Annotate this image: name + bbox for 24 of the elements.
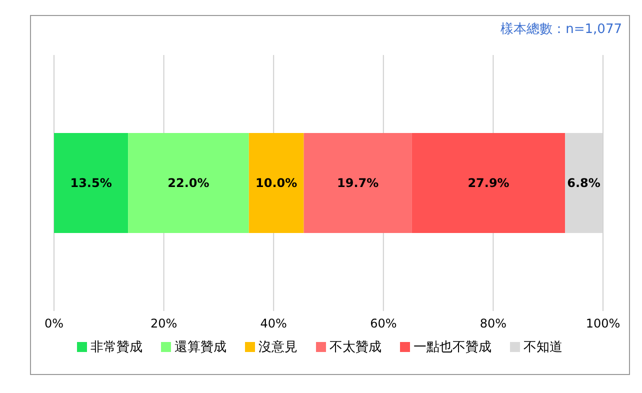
bar — [54, 133, 128, 233]
legend-label: 非常贊成 — [90, 340, 142, 355]
legend-label: 不太贊成 — [330, 340, 382, 355]
x-tick-label: 20% — [150, 316, 178, 331]
legend-label: 一點也不贊成 — [414, 340, 492, 355]
legend-label: 沒意見 — [258, 340, 298, 355]
legend-label: 還算贊成 — [174, 340, 226, 355]
x-tick-label: 100% — [586, 316, 620, 331]
x-tick-label: 40% — [260, 316, 287, 331]
data-label: 6.8% — [567, 176, 600, 190]
x-tick-label: 0% — [44, 316, 64, 331]
bar — [128, 133, 249, 233]
data-label: 27.9% — [468, 176, 510, 190]
data-label: 22.0% — [168, 176, 210, 190]
bar — [412, 133, 566, 233]
bar — [304, 133, 412, 233]
data-label: 19.7% — [337, 176, 379, 190]
data-label: 13.5% — [70, 176, 112, 190]
text: 樣本總數：n=1,077 — [500, 21, 622, 38]
bar — [248, 133, 304, 233]
data-label: 10.0% — [256, 176, 298, 190]
x-tick-label: 80% — [480, 316, 507, 331]
legend-label: 不知道 — [524, 340, 562, 355]
x-tick-label: 60% — [370, 316, 397, 331]
